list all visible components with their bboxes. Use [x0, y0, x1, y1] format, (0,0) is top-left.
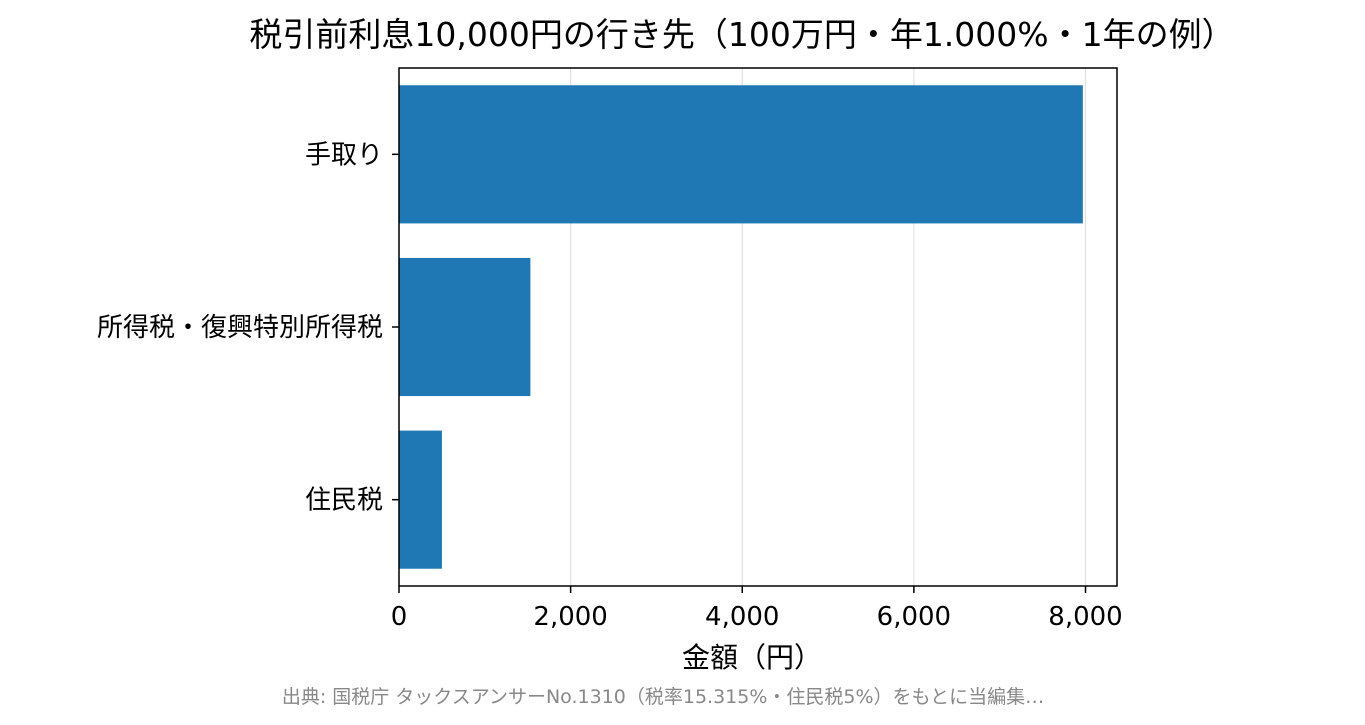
x-axis: 0 2,000 4,000 6,000 8,000: [391, 586, 1123, 632]
source-note: 出典: 国税庁 タックスアンサーNo.1310（税率15.315%・住民税5%）…: [282, 686, 1044, 708]
bar: [399, 85, 1083, 224]
bar: [399, 430, 442, 569]
x-tick-label: 6,000: [877, 602, 951, 632]
x-tick-label: 4,000: [705, 602, 779, 632]
y-tick-label: 手取り: [305, 140, 383, 170]
y-tick-label: 所得税・復興特別所得税: [97, 313, 383, 343]
bars: [399, 85, 1083, 569]
x-axis-label: 金額（円）: [682, 641, 822, 674]
x-tick-label: 2,000: [533, 602, 607, 632]
y-tick-label: 住民税: [305, 486, 383, 516]
x-tick-label: 8,000: [1048, 602, 1122, 632]
bar: [399, 257, 531, 397]
x-tick-label: 0: [391, 602, 408, 632]
chart-title: 税引前利息10,000円の行き先（100万円・年1.000%・1年の例）: [249, 15, 1234, 54]
